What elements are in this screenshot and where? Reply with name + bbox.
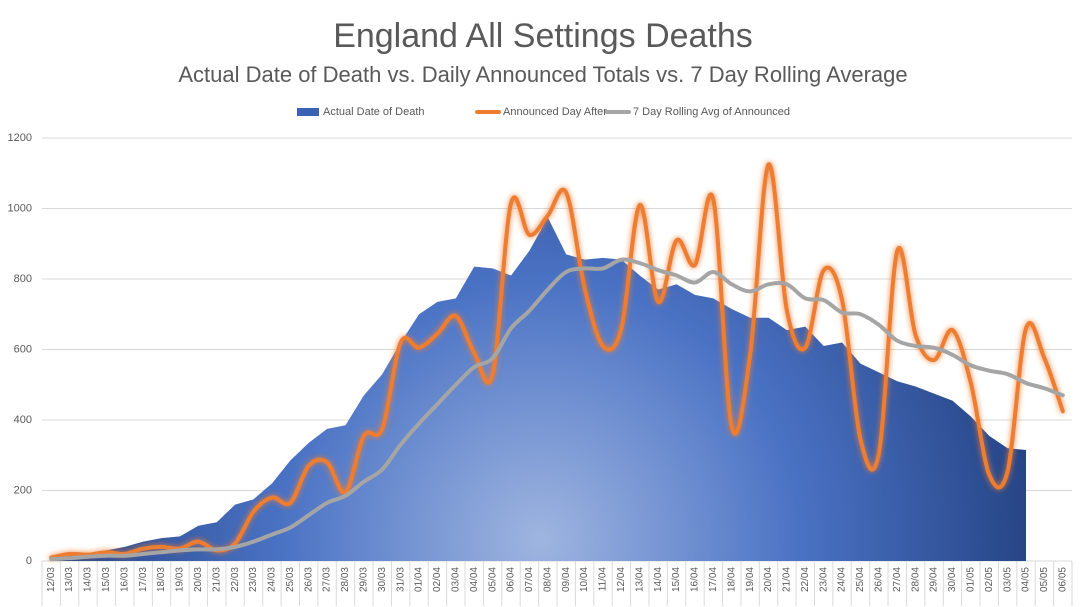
- x-tick-label: 15/03: [101, 567, 112, 592]
- x-tick-label: 30/03: [377, 567, 388, 592]
- x-tick-label: 25/03: [285, 567, 296, 592]
- x-tick-label: 13/04: [634, 567, 645, 592]
- x-tick-label: 18/04: [726, 567, 737, 592]
- x-tick-label: 16/03: [119, 567, 130, 592]
- line: [49, 257, 1065, 562]
- x-tick-label: 01/05: [965, 567, 976, 592]
- x-tick-label: 22/03: [230, 567, 241, 592]
- legend-label: Announced Day After: [503, 106, 607, 118]
- x-tick-label: 20/03: [193, 567, 204, 592]
- x-tick-label: 31/03: [395, 567, 406, 592]
- x-tick-label: 14/03: [83, 567, 94, 592]
- legend-swatch: [297, 108, 319, 116]
- x-tick-label: 25/04: [855, 567, 866, 592]
- y-tick-label: 200: [14, 484, 32, 496]
- x-tick-label: 07/04: [524, 567, 535, 592]
- x-tick-label: 14/04: [653, 567, 664, 592]
- x-tick-label: 10/04: [579, 567, 590, 592]
- legend-label: 7 Day Rolling Avg of Announced: [633, 106, 790, 118]
- x-tick-label: 05/05: [1039, 567, 1050, 592]
- x-tick-label: 16/04: [690, 567, 701, 592]
- x-tick-label: 29/04: [929, 567, 940, 592]
- x-tick-label: 02/05: [984, 567, 995, 592]
- x-tick-label: 24/03: [267, 567, 278, 592]
- y-tick-label: 1200: [8, 132, 32, 144]
- x-tick-label: 21/04: [782, 567, 793, 592]
- x-tick-label: 15/04: [671, 567, 682, 592]
- x-tick-label: 09/04: [561, 567, 572, 592]
- x-tick-label: 19/04: [745, 567, 756, 592]
- x-tick-label: 05/04: [487, 567, 498, 592]
- x-tick-label: 11/04: [598, 567, 609, 592]
- x-tick-label: 23/04: [818, 567, 829, 592]
- x-tick-label: 20/04: [763, 567, 774, 592]
- x-tick-label: 28/04: [910, 567, 921, 592]
- x-tick-label: 30/04: [947, 567, 958, 592]
- x-tick-label: 06/05: [1057, 567, 1068, 592]
- line: [49, 162, 1065, 560]
- area: [51, 217, 1027, 561]
- x-tick-label: 04/04: [469, 567, 480, 592]
- chart-title: England All Settings Deaths: [333, 17, 753, 55]
- x-tick-label: 12/04: [616, 567, 627, 592]
- chart-subtitle: Actual Date of Death vs. Daily Announced…: [178, 62, 907, 87]
- x-tick-label: 02/04: [432, 567, 443, 592]
- x-tick-label: 21/03: [211, 567, 222, 592]
- x-tick-label: 01/04: [414, 567, 425, 592]
- x-tick-label: 27/03: [322, 567, 333, 592]
- x-tick-label: 06/04: [506, 567, 517, 592]
- y-tick-label: 400: [14, 414, 32, 426]
- x-tick-label: 24/04: [837, 567, 848, 592]
- x-tick-label: 12/03: [46, 567, 57, 592]
- x-tick-label: 17/03: [138, 567, 149, 592]
- x-tick-label: 28/03: [340, 567, 351, 592]
- legend-label: Actual Date of Death: [323, 106, 425, 118]
- x-tick-label: 04/05: [1021, 567, 1032, 592]
- y-tick-label: 1000: [8, 202, 32, 214]
- x-tick-label: 08/04: [542, 567, 553, 592]
- x-tick-label: 27/04: [892, 567, 903, 592]
- x-tick-label: 26/04: [874, 567, 885, 592]
- x-tick-label: 03/04: [450, 567, 461, 592]
- x-tick-label: 29/03: [359, 567, 370, 592]
- x-tick-label: 03/05: [1002, 567, 1013, 592]
- y-tick-label: 0: [26, 555, 32, 567]
- x-tick-label: 23/03: [248, 567, 259, 592]
- x-tick-label: 18/03: [156, 567, 167, 592]
- x-tick-label: 26/03: [303, 567, 314, 592]
- y-tick-label: 600: [14, 343, 32, 355]
- x-tick-label: 19/03: [175, 567, 186, 592]
- x-tick-label: 22/04: [800, 567, 811, 592]
- y-tick-label: 800: [14, 273, 32, 285]
- x-tick-label: 17/04: [708, 567, 719, 592]
- x-tick-label: 13/03: [64, 567, 75, 592]
